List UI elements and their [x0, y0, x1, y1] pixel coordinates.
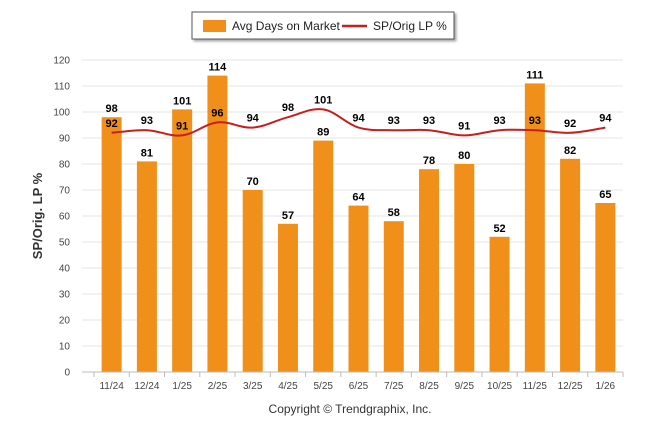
y-tick-label: 110 [54, 82, 70, 93]
legend-box [191, 11, 455, 40]
y-tick-label: 80 [59, 160, 71, 171]
bar-value-label: 52 [493, 223, 505, 235]
bar-value-label: 82 [564, 145, 576, 157]
bar-value-label: 89 [317, 127, 329, 139]
sp-orig-lp-line [111, 108, 606, 137]
legend-bar-label: Avg Days on Market [232, 19, 340, 33]
line-value-label: 98 [282, 102, 294, 114]
x-tick-label: 5/25 [313, 381, 333, 392]
bar [313, 140, 334, 372]
bar-value-label: 57 [282, 210, 294, 222]
bar [383, 221, 404, 372]
copyright-text: Copyright © Trendgraphix, Inc. [269, 402, 432, 416]
x-tick-label: 12/24 [134, 381, 159, 392]
x-tick-label: 12/25 [558, 381, 583, 392]
bar-series [101, 75, 616, 373]
bar [595, 203, 616, 372]
bar-value-label: 101 [173, 95, 191, 107]
line-value-label: 94 [247, 113, 260, 125]
line-value-label: 92 [564, 118, 576, 130]
bar-value-label: 64 [352, 192, 365, 204]
bar [242, 190, 263, 372]
y-tick-label: 30 [59, 290, 71, 301]
line-value-label: 93 [141, 115, 153, 127]
y-tick-label: 90 [59, 134, 71, 145]
y-axis-title: SP/Orig. LP % [30, 172, 45, 259]
legend-line-label: SP/Orig LP % [373, 19, 447, 33]
line-value-label: 93 [493, 115, 505, 127]
line-value-label: 101 [314, 94, 332, 106]
y-tick-label: 10 [59, 342, 71, 353]
bar-value-label: 114 [209, 62, 228, 74]
line-value-label: 93 [388, 115, 400, 127]
line-value-label: 96 [211, 107, 223, 119]
bar [136, 161, 157, 372]
bar [560, 158, 581, 372]
legend[interactable]: Avg Days on Market SP/Orig LP % [191, 11, 455, 40]
y-tick-label: 50 [59, 238, 71, 249]
y-tick-label: 70 [59, 186, 71, 197]
x-tick-label: 1/25 [172, 381, 192, 392]
y-tick-label: 20 [59, 316, 71, 327]
bar [277, 223, 298, 372]
x-tick-label: 6/25 [349, 381, 369, 392]
y-tick-label: 120 [53, 56, 70, 67]
x-tick-label: 9/25 [455, 381, 475, 392]
x-axis-ticks: 11/24 12/24 1/25 2/25 3/25 4/25 5/25 6/25 7/25 8/… [93, 372, 624, 392]
line-value-label: 93 [529, 115, 541, 127]
line-value-label: 93 [423, 115, 435, 127]
bar [348, 205, 369, 372]
bar [454, 164, 475, 372]
bar-value-label: 98 [106, 103, 118, 115]
legend-bar-swatch [203, 20, 226, 32]
bar [419, 169, 440, 372]
bar [524, 83, 545, 373]
bar [207, 75, 228, 372]
bar-value-label: 70 [247, 176, 259, 188]
bar [489, 236, 510, 372]
x-tick-label: 11/25 [523, 381, 548, 392]
x-tick-label: 11/24 [99, 381, 124, 392]
x-tick-label: 8/25 [419, 381, 439, 392]
bar-value-label: 58 [388, 207, 400, 219]
bar-value-label: 80 [458, 150, 470, 162]
y-tick-label: 0 [64, 368, 70, 379]
bar [101, 117, 122, 372]
line-value-label: 94 [352, 113, 365, 125]
line-value-label: 91 [458, 120, 470, 132]
y-axis-ticks: 0 10 20 30 40 50 60 70 80 90 100 110 120 [53, 56, 70, 379]
line-value-label: 91 [176, 120, 188, 132]
y-tick-label: 40 [59, 264, 71, 275]
y-tick-label: 60 [59, 212, 71, 223]
x-tick-label: 7/25 [384, 381, 404, 392]
bar [172, 109, 193, 373]
x-tick-label: 10/25 [487, 381, 512, 392]
line-value-label: 94 [599, 113, 612, 125]
bar-value-label: 78 [423, 155, 435, 167]
bar-value-label: 111 [526, 69, 543, 81]
x-tick-label: 2/25 [208, 381, 228, 392]
line-series [111, 108, 606, 137]
x-tick-label: 3/25 [243, 381, 263, 392]
line-data-labels: 92 93 91 96 94 98 101 94 93 93 91 93 93 92 94 [106, 94, 613, 132]
x-tick-label: 1/26 [596, 381, 616, 392]
bar-value-label: 81 [141, 147, 153, 159]
x-tick-label: 4/25 [278, 381, 298, 392]
bar-data-labels: 98 81 101 114 70 57 89 64 58 78 80 52 111 82 65 [106, 62, 612, 235]
bar-value-label: 65 [599, 189, 611, 201]
y-tick-label: 100 [53, 108, 70, 119]
line-value-label: 92 [106, 118, 118, 130]
